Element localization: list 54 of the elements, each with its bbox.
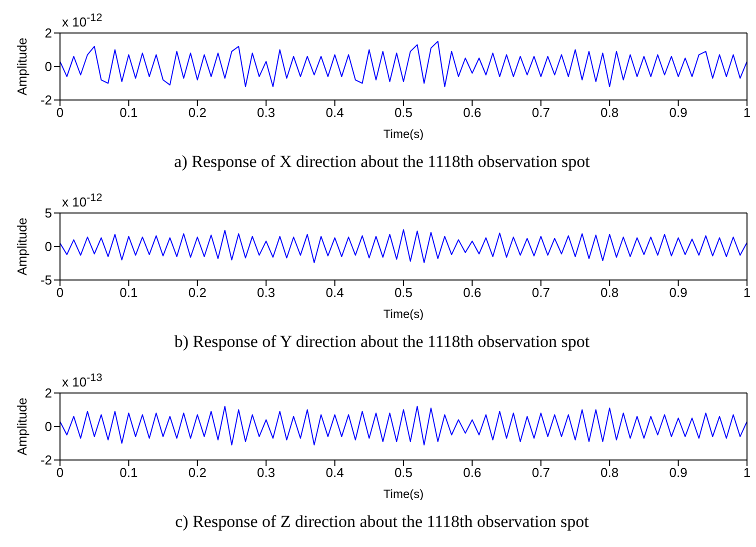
x-tick-label: 1	[743, 105, 751, 120]
y-axis-title: Amplitude	[14, 398, 30, 456]
x-tick-label: 0.9	[669, 105, 688, 120]
x-tick-label: 0.4	[326, 285, 344, 300]
y-tick-label: 2	[44, 386, 52, 401]
x-tick-label: 0.4	[326, 105, 344, 120]
line-series	[60, 406, 747, 446]
text: b) Response of Y direction about the 1118th observation spot	[173, 332, 591, 352]
y-tick-label: 0	[44, 239, 52, 254]
x-tick-label: 0.8	[600, 105, 619, 120]
y-tick-label: 5	[44, 206, 52, 221]
y-tick-label: 2	[44, 26, 52, 41]
x-tick-label: 0.9	[669, 465, 688, 480]
x-tick-label: 0.5	[394, 105, 413, 120]
x-tick-label: 0.1	[120, 285, 138, 300]
x-tick-label: 0.7	[532, 465, 550, 480]
x-tick-label: 0.5	[394, 465, 413, 480]
line-series	[60, 229, 747, 264]
y-tick-label: 0	[44, 419, 52, 434]
y-tick-label: -2	[40, 92, 52, 108]
x-tick-label: 0.2	[188, 465, 206, 480]
x-tick-label: 0.2	[188, 105, 206, 120]
x-tick-label: 0.6	[463, 465, 482, 480]
x-tick-label: 0	[56, 285, 64, 300]
y-axis-title: Amplitude	[14, 38, 30, 96]
x-tick-label: 1	[743, 285, 751, 300]
x-tick-label: 0.8	[600, 465, 619, 480]
text: x 10$^{-13}$	[62, 372, 102, 390]
x-tick-label: 0.4	[326, 465, 344, 480]
x-tick-label: 0	[56, 105, 64, 120]
text: x 10$^{-12}$	[62, 192, 102, 210]
x-tick-label: 0.2	[188, 285, 206, 300]
y-tick-label: -2	[40, 452, 52, 468]
y-tick-label: -5	[40, 272, 52, 288]
x-tick-label: 0.3	[257, 465, 276, 480]
text: c) Response of Z direction about the 1118th observation spot	[174, 512, 590, 532]
x-tick-label: 0.3	[257, 285, 276, 300]
x-tick-label: 0	[56, 465, 64, 480]
x-tick-label: 0.7	[532, 285, 550, 300]
x-tick-label: 0.6	[463, 285, 482, 300]
x-tick-label: 0.3	[257, 105, 276, 120]
y-tick-label: 0	[44, 59, 52, 74]
text: a) Response of X direction about the 1118th observation spot	[173, 152, 591, 172]
x-tick-label: 0.7	[532, 105, 550, 120]
x-tick-label: 0.5	[394, 285, 413, 300]
x-tick-label: 0.1	[120, 465, 138, 480]
text: x 10$^{-12}$	[62, 12, 102, 30]
x-tick-label: 0.6	[463, 105, 482, 120]
x-tick-label: 0.9	[669, 285, 688, 300]
x-tick-label: 0.1	[120, 105, 138, 120]
x-tick-label: 0.8	[600, 285, 619, 300]
line-series	[60, 40, 747, 88]
x-tick-label: 1	[743, 465, 751, 480]
y-axis-title: Amplitude	[14, 218, 30, 276]
